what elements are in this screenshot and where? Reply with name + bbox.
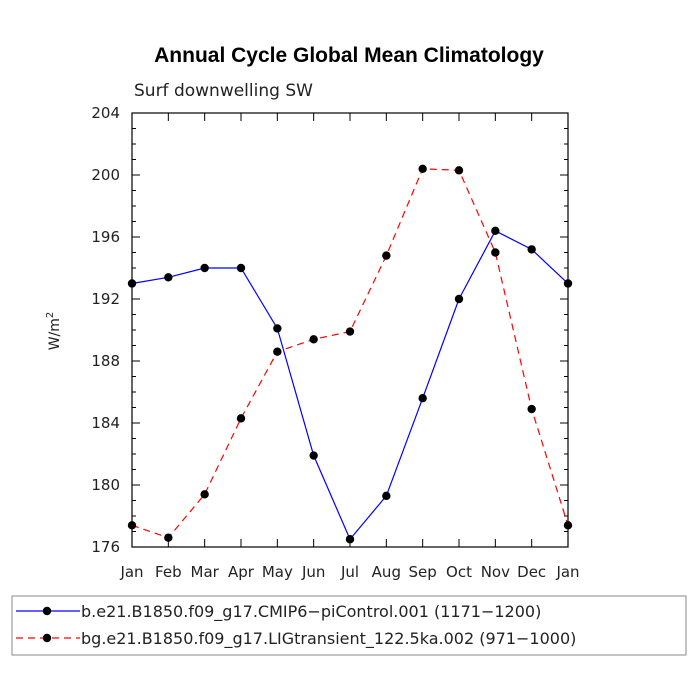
x-tick-label: Sep: [409, 563, 437, 581]
legend: b.e21.B1850.f09_g17.CMIP6−piControl.001 …: [11, 595, 687, 656]
series-2-point: [454, 166, 464, 175]
series-2-point: [563, 521, 573, 530]
series-1-line: [131, 229, 569, 541]
series-1-point: [527, 245, 536, 254]
series-1-point: [382, 491, 391, 501]
legend-swatch-marker: [42, 606, 52, 616]
series-2-point: [127, 521, 137, 530]
series-1-point: [309, 451, 318, 460]
y-tick-label: 200: [91, 166, 120, 184]
series-2: [127, 164, 573, 542]
series-1-point: [164, 273, 173, 282]
chart-subtitle: Surf downwelling SW: [134, 81, 313, 101]
y-tick-label: 204: [91, 104, 120, 122]
series-1-point: [345, 535, 355, 544]
series-1-point: [418, 394, 427, 403]
x-tick-label: Jan: [119, 563, 143, 581]
series-1-point: [454, 294, 464, 304]
y-tick-label: 196: [91, 228, 120, 246]
series-2-point: [491, 248, 500, 257]
series-2-line: [131, 168, 569, 539]
series-2-point: [164, 533, 173, 542]
legend-entry-2: bg.e21.B1850.f09_g17.LIGtransient_122.5k…: [16, 629, 576, 649]
legend-label: bg.e21.B1850.f09_g17.LIGtransient_122.5k…: [81, 629, 576, 649]
plot-axes: 176 180 184 188 192 196 200 204 Jan Feb Mar Apr May J…: [91, 104, 579, 581]
chart-title: Annual Cycle Global Mean Climatology: [154, 44, 544, 67]
y-tick-label: 176: [91, 538, 120, 556]
series-2-point: [527, 404, 536, 414]
y-tick-label: 188: [91, 352, 120, 370]
legend-swatch-marker: [42, 633, 52, 643]
y-axis-label-base: W/m: [47, 318, 63, 350]
series-2-point: [345, 327, 355, 336]
x-tick-label: May: [262, 563, 293, 581]
series-1-point: [127, 279, 137, 288]
y-axis-label: W/m2: [45, 312, 63, 351]
series-2-point: [382, 251, 391, 260]
series-2-point: [309, 335, 318, 344]
y-axis-label-exponent: 2: [45, 312, 56, 318]
series-layer: [127, 164, 573, 544]
series-2-point: [418, 164, 427, 173]
y-tick-label: 184: [91, 414, 120, 432]
legend-label: b.e21.B1850.f09_g17.CMIP6−piControl.001 …: [81, 602, 541, 622]
x-tick-label: Jul: [340, 563, 359, 581]
series-2-point: [273, 347, 282, 356]
legend-entry-1: b.e21.B1850.f09_g17.CMIP6−piControl.001 …: [16, 602, 541, 622]
series-1: [127, 226, 573, 544]
legend-box: [11, 595, 687, 656]
x-tick-label: Oct: [446, 563, 472, 581]
x-tick-label: Jan: [555, 563, 579, 581]
series-1-point: [236, 263, 246, 273]
x-tick-label: Mar: [191, 563, 220, 581]
x-tick-label: Nov: [481, 563, 510, 581]
x-tick-label: Dec: [517, 563, 546, 581]
series-1-point: [491, 226, 500, 235]
y-tick-label: 192: [91, 290, 120, 308]
series-1-point: [563, 279, 573, 288]
x-tick-label: Apr: [228, 563, 255, 581]
series-2-point: [200, 490, 209, 499]
y-tick-label: 180: [91, 476, 120, 494]
series-1-point: [200, 263, 209, 273]
series-2-point: [236, 414, 246, 423]
x-tick-label: Feb: [155, 563, 182, 581]
x-tick-label: Aug: [372, 563, 401, 581]
x-tick-label: Jun: [301, 563, 325, 581]
series-1-point: [273, 324, 282, 333]
